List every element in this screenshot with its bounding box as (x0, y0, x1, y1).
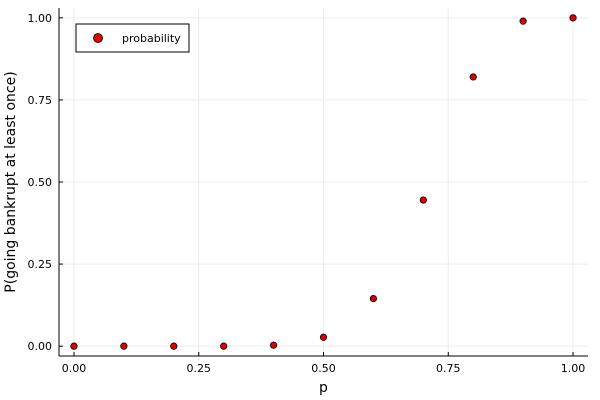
legend: probability (75, 23, 190, 53)
legend-label: probability (122, 32, 181, 45)
legend-marker (93, 33, 103, 43)
y-tick-label: 0.50 (28, 176, 53, 189)
y-axis-label: P(going bankrupt at least once) (3, 71, 19, 292)
data-point (269, 341, 278, 349)
x-tick-label: 0.50 (311, 362, 336, 375)
data-point (469, 73, 477, 81)
x-tick-label: 1.00 (561, 362, 586, 375)
y-tick-label: 0.75 (28, 94, 53, 107)
data-point (170, 342, 178, 350)
data-point (419, 196, 427, 204)
axes (58, 8, 588, 357)
x-tick-label: 0.00 (62, 362, 87, 375)
data-point (319, 333, 328, 341)
data-point (120, 342, 128, 350)
x-axis-label: p (319, 380, 328, 396)
tick-labels: 0.00 0.25 0.50 0.75 1.00 0.00 0.25 0.50 0.75 1.00 (28, 12, 586, 375)
y-tick-label: 0.00 (28, 340, 53, 353)
grid-lines (59, 8, 588, 356)
y-tick-label: 1.00 (28, 12, 53, 25)
x-tick-label: 0.25 (186, 362, 211, 375)
data-point (220, 342, 228, 350)
data-point (70, 342, 78, 350)
data-points (70, 14, 577, 350)
data-point (519, 17, 527, 25)
y-tick-label: 0.25 (28, 258, 53, 271)
x-tick-label: 0.75 (436, 362, 461, 375)
data-point (369, 294, 378, 303)
data-point (569, 14, 577, 22)
